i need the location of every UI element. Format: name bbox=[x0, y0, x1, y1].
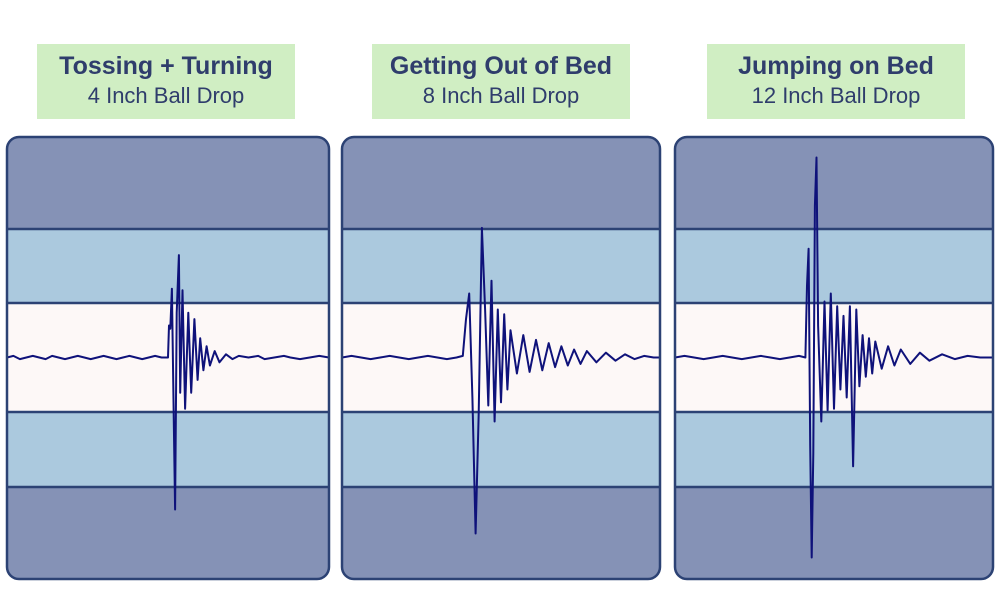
panel-tossing-turning: Tossing + Turning 4 Inch Ball Drop bbox=[0, 0, 335, 607]
mattress-outline bbox=[673, 135, 995, 581]
vibration-trace bbox=[7, 254, 329, 511]
upper-middle-layer bbox=[7, 229, 329, 303]
panel-label: Getting Out of Bed 8 Inch Ball Drop bbox=[372, 44, 630, 119]
panel-label: Tossing + Turning 4 Inch Ball Drop bbox=[37, 44, 295, 119]
top-layer bbox=[675, 137, 993, 229]
panel-label: Jumping on Bed 12 Inch Ball Drop bbox=[707, 44, 965, 119]
upper-middle-layer bbox=[342, 229, 660, 303]
mattress-layers bbox=[342, 137, 660, 579]
panel-jumping-on-bed: Jumping on Bed 12 Inch Ball Drop bbox=[668, 0, 1000, 607]
panel-getting-out-of-bed: Getting Out of Bed 8 Inch Ball Drop bbox=[335, 0, 668, 607]
motion-transfer-chart bbox=[340, 135, 662, 581]
vibration-trace bbox=[675, 156, 993, 559]
mattress-outline bbox=[5, 135, 331, 581]
top-layer bbox=[342, 137, 660, 229]
mattress-outline bbox=[340, 135, 662, 581]
panel-subtitle: 4 Inch Ball Drop bbox=[87, 83, 245, 108]
motion-transfer-chart bbox=[5, 135, 331, 581]
bottom-layer bbox=[342, 487, 660, 579]
lower-middle-layer bbox=[342, 412, 660, 487]
panel-subtitle: 12 Inch Ball Drop bbox=[751, 83, 921, 108]
panel-title: Tossing + Turning bbox=[59, 52, 273, 80]
mattress-layers bbox=[675, 137, 993, 579]
panel-title: Getting Out of Bed bbox=[389, 52, 613, 80]
bottom-layer bbox=[675, 487, 993, 579]
top-layer bbox=[7, 137, 329, 229]
motion-transfer-chart bbox=[673, 135, 995, 581]
vibration-trace bbox=[342, 226, 660, 535]
bottom-layer bbox=[7, 487, 329, 579]
panel-subtitle: 8 Inch Ball Drop bbox=[422, 83, 580, 108]
mattress-layers bbox=[7, 137, 329, 579]
lower-middle-layer bbox=[7, 412, 329, 487]
upper-middle-layer bbox=[675, 229, 993, 303]
panel-title: Jumping on Bed bbox=[738, 52, 934, 80]
lower-middle-layer bbox=[675, 412, 993, 487]
